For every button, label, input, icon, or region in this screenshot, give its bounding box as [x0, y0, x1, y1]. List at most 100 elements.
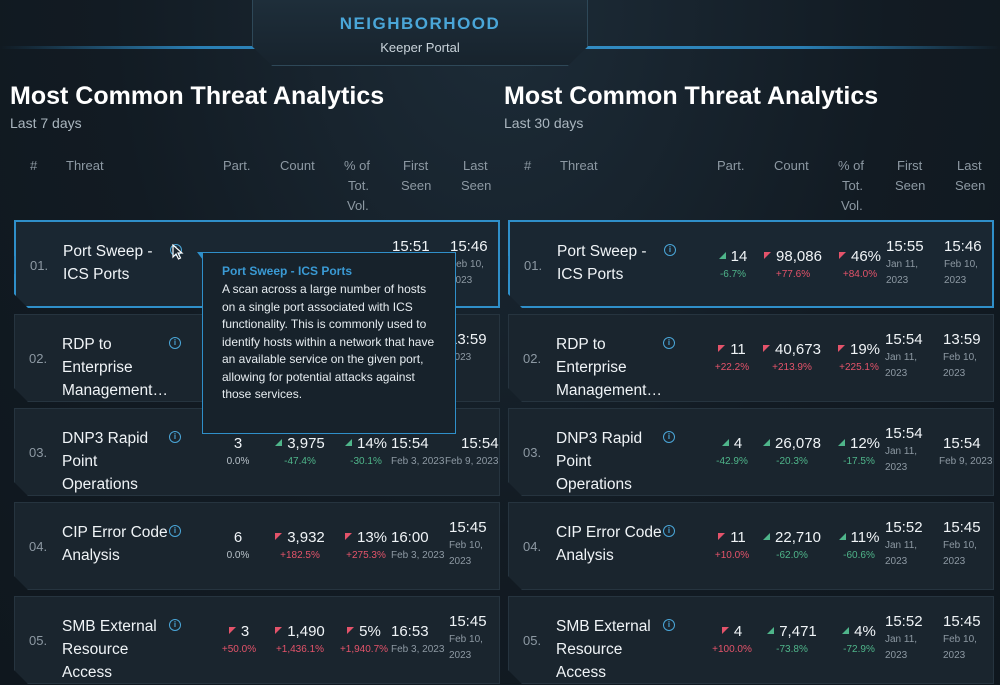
threat-panel-30-days: Most Common Threat Analytics Last 30 day…: [504, 82, 994, 131]
participants: 4 +100.0%: [707, 623, 757, 655]
info-icon[interactable]: i: [169, 619, 181, 631]
tooltip-pointer: [197, 252, 203, 260]
last-seen: 15:45 Feb 10, 2023: [943, 613, 987, 664]
last-seen: 15:54 Feb 9, 2023: [939, 435, 992, 470]
first-seen: 15:51: [392, 238, 430, 255]
col-first-seen[interactable]: First: [403, 158, 429, 173]
panel-subtitle: Last 30 days: [504, 115, 584, 131]
info-icon[interactable]: i: [663, 431, 675, 443]
last-seen-date: Feb 10, 2023: [943, 634, 977, 661]
last-seen: 15:45 Feb 10, 2023: [449, 613, 493, 664]
tooltip-body: A scan across a large number of hosts on…: [222, 282, 435, 401]
pct-delta: +1,940.7%: [339, 644, 389, 655]
first-seen: 15:54 Jan 11, 2023: [885, 331, 929, 382]
trend-up-icon: [763, 345, 770, 352]
threat-row[interactable]: 05. SMB External Resource Access i 3 +50.…: [14, 596, 500, 684]
info-icon[interactable]: i: [663, 619, 675, 631]
col-pct[interactable]: % of: [838, 158, 865, 173]
part-delta: 0.0%: [226, 550, 250, 561]
col-threat[interactable]: Threat: [560, 158, 598, 173]
last-seen: 15:45 Feb 10, 2023: [449, 519, 493, 570]
count: 3,975 -47.4%: [265, 435, 335, 467]
threat-row[interactable]: 01. Port Sweep - ICS Ports i 14 -6.7% 98,…: [508, 220, 994, 308]
row-index: 04.: [523, 539, 542, 554]
count-value: 26,078: [775, 435, 821, 452]
col-pct-l2: Tot.: [348, 178, 369, 193]
portal-header: NEIGHBORHOOD Keeper Portal: [252, 0, 588, 66]
threat-description-tooltip: Port Sweep - ICS Ports A scan across a l…: [197, 252, 456, 434]
first-seen-date: Feb 3, 2023: [391, 644, 445, 655]
col-pct-l3: Vol.: [347, 198, 369, 213]
column-header: # Threat Part. Count % of Tot. Vol. Firs…: [10, 156, 500, 216]
threat-name: RDP to Enterprise Management…: [556, 336, 662, 399]
trend-down-icon: [839, 533, 846, 540]
participants: 3 0.0%: [219, 435, 257, 467]
col-threat[interactable]: Threat: [66, 158, 104, 173]
info-icon[interactable]: i: [169, 525, 181, 537]
threat-name: Port Sweep - ICS Ports: [63, 243, 153, 283]
part-value: 3: [233, 435, 243, 452]
trend-up-icon: [229, 627, 236, 634]
count: 1,490 +1,436.1%: [265, 623, 335, 655]
col-last-seen[interactable]: Last: [463, 158, 488, 173]
row-accent: [505, 349, 508, 367]
col-count[interactable]: Count: [774, 158, 809, 173]
threat-name: SMB External Resource Access: [62, 618, 157, 681]
first-seen-time: 15:54: [885, 331, 923, 348]
row-index: 04.: [29, 539, 48, 554]
threat-row[interactable]: 02. RDP to Enterprise Management… i 11 +2…: [508, 314, 994, 402]
trend-down-icon: [275, 439, 282, 446]
header-title: NEIGHBORHOOD: [339, 14, 501, 33]
threat-name: DNP3 Rapid Point Operations: [556, 430, 643, 493]
row-index: 02.: [29, 351, 48, 366]
trend-up-icon: [718, 345, 725, 352]
last-seen-date: 2023: [449, 352, 472, 363]
col-first-seen-l2: Seen: [401, 178, 432, 193]
col-first-seen[interactable]: First: [897, 158, 923, 173]
panel-title: Most Common Threat Analytics: [10, 82, 385, 110]
threat-name: DNP3 Rapid Point Operations: [62, 430, 149, 493]
last-seen-date: Feb 10, 2023: [449, 634, 483, 661]
part-delta: +10.0%: [714, 550, 750, 561]
first-seen: 16:00 Feb 3, 2023: [391, 529, 444, 564]
first-seen-date: Jan 11, 2023: [886, 259, 919, 286]
count-value: 98,086: [776, 248, 822, 265]
info-icon[interactable]: i: [169, 431, 181, 443]
first-seen: 15:54 Jan 11, 2023: [885, 425, 929, 476]
trend-down-icon: [345, 439, 352, 446]
part-delta: +100.0%: [712, 644, 752, 655]
pct-delta: +84.0%: [842, 269, 878, 280]
col-part[interactable]: Part.: [717, 158, 745, 173]
threat-panel-7-days: Most Common Threat Analytics Last 7 days…: [10, 82, 500, 131]
part-delta: -42.9%: [716, 456, 748, 467]
info-icon[interactable]: i: [664, 244, 676, 256]
first-seen-time: 16:00: [391, 529, 429, 546]
threat-row[interactable]: 03. DNP3 Rapid Point Operations i 4 -42.9…: [508, 408, 994, 496]
info-icon[interactable]: i: [663, 337, 675, 349]
info-icon[interactable]: i: [169, 337, 181, 349]
row-accent: [505, 537, 508, 555]
threat-row[interactable]: 04. CIP Error Code Analysis i 6 0.0% 3,93…: [14, 502, 500, 590]
col-last-seen[interactable]: Last: [957, 158, 982, 173]
part-value: 6: [233, 529, 243, 546]
last-seen: 13:59 2023: [449, 331, 487, 366]
row-accent: [506, 256, 509, 274]
threat-row[interactable]: 04. CIP Error Code Analysis i 11 +10.0% 2…: [508, 502, 994, 590]
first-seen-date: Jan 11, 2023: [885, 540, 918, 567]
count-value: 1,490: [287, 623, 325, 640]
last-seen-date: Feb 10, 2023: [450, 259, 484, 286]
last-seen-time: 15:45: [943, 613, 981, 630]
first-seen-date: Feb 3, 2023: [391, 456, 445, 467]
pct-delta: -72.9%: [843, 644, 875, 655]
last-seen: 15:46 Feb 10, 2023: [944, 238, 988, 289]
col-count[interactable]: Count: [280, 158, 315, 173]
trend-up-icon: [275, 627, 282, 634]
pct-total: 13% +275.3%: [337, 529, 395, 561]
col-part[interactable]: Part.: [223, 158, 251, 173]
col-pct[interactable]: % of: [344, 158, 371, 173]
trend-up-icon: [347, 627, 354, 634]
info-icon[interactable]: i: [663, 525, 675, 537]
first-seen: 15:52 Jan 11, 2023: [885, 613, 929, 664]
threat-row[interactable]: 05. SMB External Resource Access i 4 +100…: [508, 596, 994, 684]
last-seen: 15:46 Feb 10, 2023: [450, 238, 498, 289]
